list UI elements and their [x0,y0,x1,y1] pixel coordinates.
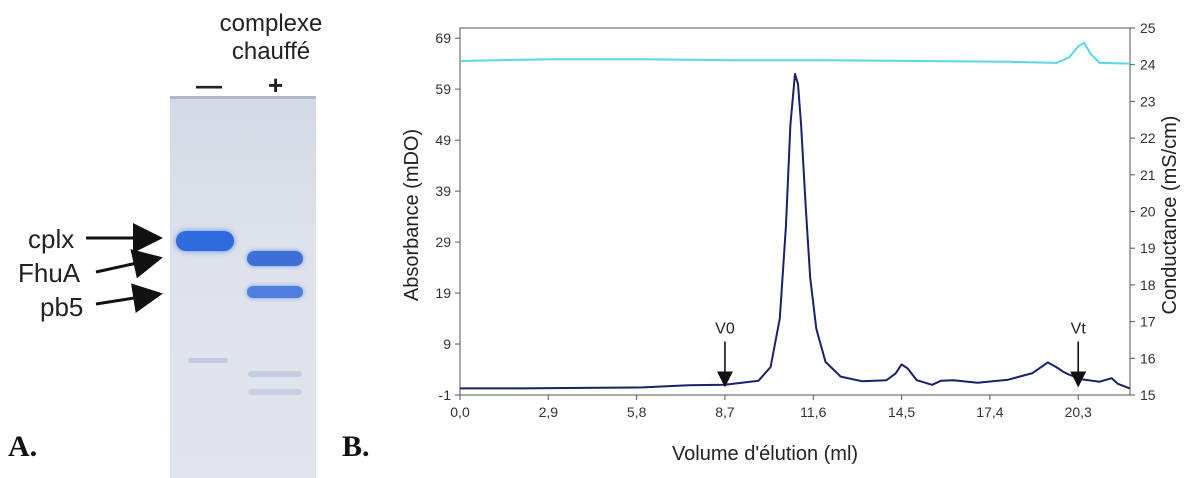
elution-marker-label: V0 [715,320,735,337]
x-tick-label: 5,8 [627,404,647,420]
chart-series [459,41,1131,390]
panel-a-letter: A. [8,430,38,463]
elution-marker-label: Vt [1071,320,1087,337]
cplx-label: cplx [28,224,75,254]
x-tick-label: 11,6 [800,404,826,420]
x-tick-label: 17,4 [976,404,1003,420]
gel-title: complexe chauffé [196,10,346,66]
lane-minus-label: — [196,70,222,100]
y2-tick-label: 25 [1140,20,1156,36]
y-tick-label: 49 [435,132,451,148]
y-tick-label: 29 [435,234,451,250]
y2-tick-label: 17 [1140,314,1156,330]
chart-axes: 0,0 2,9 5,8 8,7 11,6 14,5 17,4 20,3 -1 9 19 29 39 49 5… [435,20,1155,420]
x-tick-label: 14,5 [888,404,915,420]
y-tick-label: 19 [435,285,451,301]
y2-tick-label: 15 [1140,387,1156,403]
pb5-arrow-icon [95,283,163,313]
conductance-series-line [459,41,1131,65]
band-fhua [247,251,303,266]
y2-tick-label: 21 [1140,167,1156,183]
y2-tick-label: 22 [1140,130,1156,146]
y2-tick-label: 23 [1140,93,1156,109]
band-pb5 [247,286,303,298]
gel-title-line1: complexe [219,10,323,37]
x-tick-label: 2,9 [539,404,559,420]
fhua-arrow-icon [95,249,163,279]
fhua-label: FhuA [18,258,81,288]
y-tick-label: 39 [435,183,451,199]
y-axis-label: Absorbance (mDO) [401,129,423,301]
y2-tick-label: 24 [1140,57,1156,73]
y-tick-label: -1 [439,387,452,403]
gel-title-line2: chauffé [231,38,311,65]
gel-arrows [86,223,163,313]
y2-tick-label: 18 [1140,277,1156,293]
band-faint [188,358,228,363]
y-tick-label: 69 [435,30,451,46]
sds-gel-image [170,96,316,478]
x-tick-label: 20,3 [1065,404,1092,420]
band-faint [248,371,302,377]
y2-tick-label: 20 [1140,204,1156,220]
band-cplx [176,231,234,251]
x-axis-label: Volume d'élution (ml) [672,443,858,465]
y-tick-label: 9 [443,336,451,352]
pb5-label: pb5 [40,292,84,322]
lane-plus-label: + [268,70,284,100]
x-tick-label: 0,0 [450,404,470,420]
band-faint [248,389,302,395]
y2-axis-label: Conductance (mS/cm) [1159,116,1181,315]
y2-tick-label: 16 [1140,350,1156,366]
absorbance-series-line [460,72,1131,390]
x-tick-label: 8,7 [715,404,735,420]
chromatogram-chart: 0,0 2,9 5,8 8,7 11,6 14,5 17,4 20,3 -1 9 19 29 39 49 5… [401,20,1181,465]
chart-annotations: V0 Vt [715,320,1087,388]
panel-b-letter: B. [342,430,370,463]
y2-tick-label: 19 [1140,240,1156,256]
y-tick-label: 59 [435,81,451,97]
